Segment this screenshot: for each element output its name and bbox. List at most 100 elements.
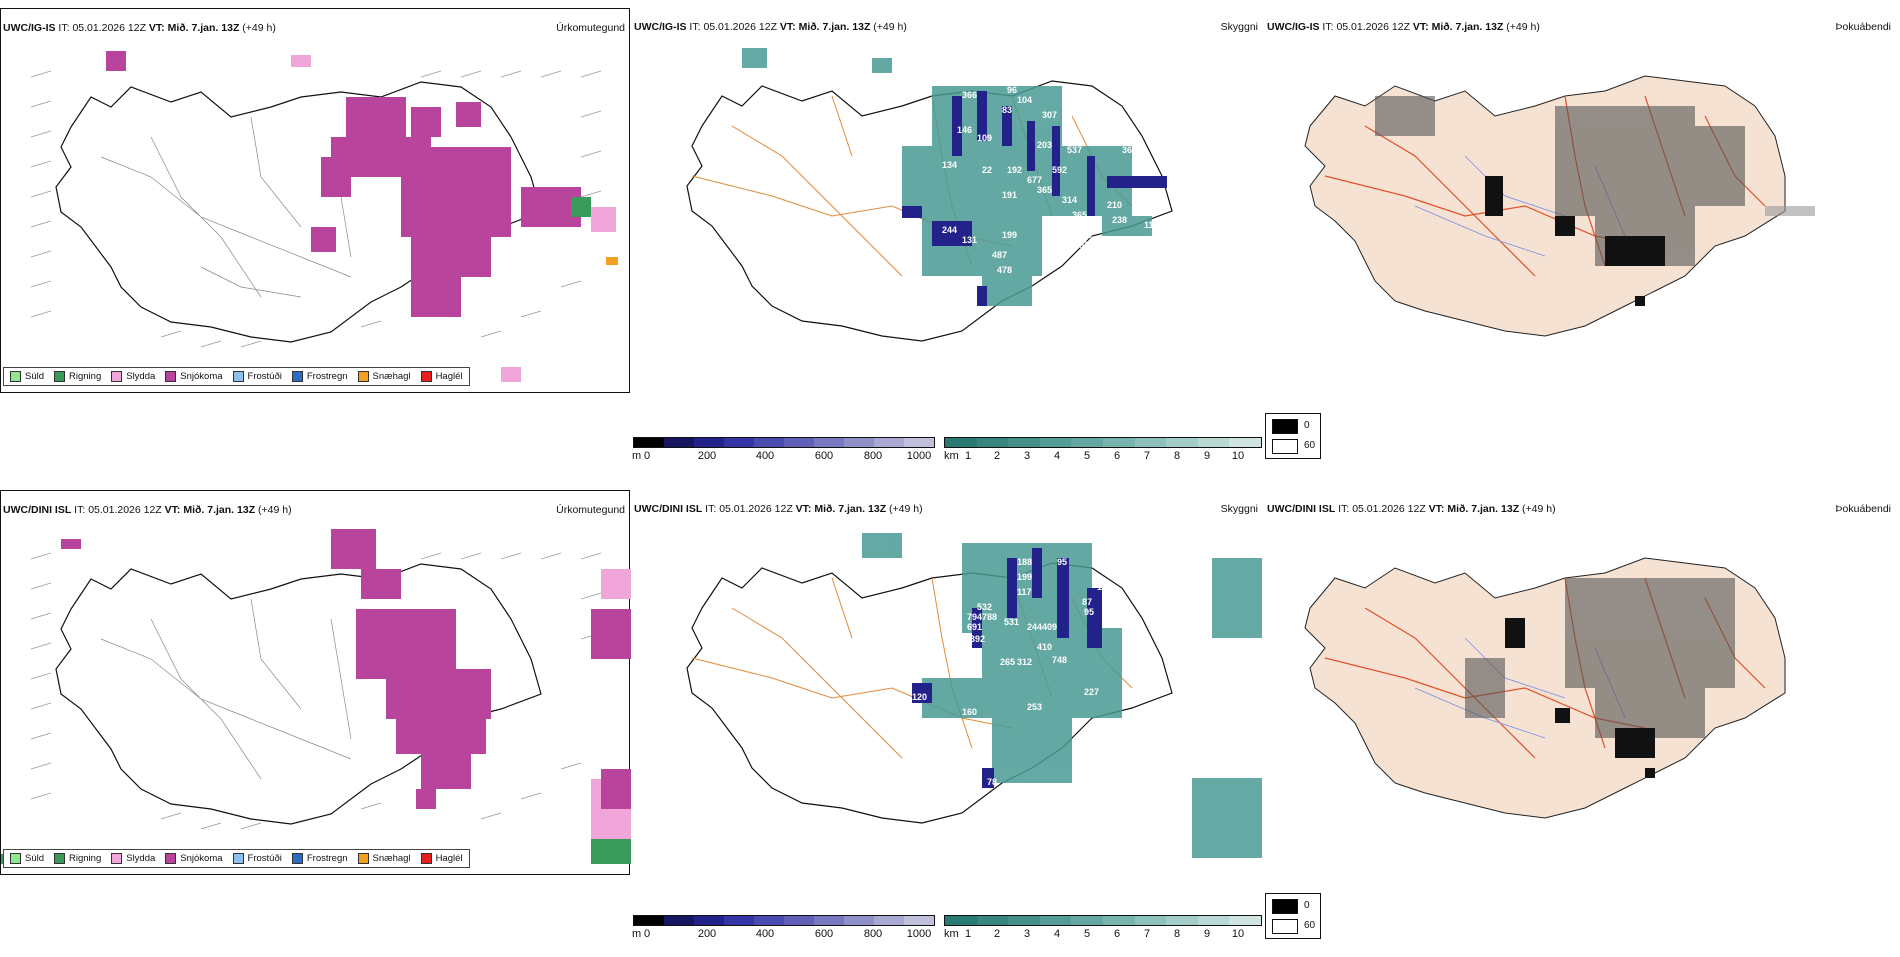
init-time: 05.01.2026 12Z (88, 504, 162, 516)
cloud-base-label: 227 (1084, 687, 1099, 697)
cloud-base-label: 96 (1007, 85, 1017, 95)
cloud-base-label: 117 (1144, 220, 1159, 230)
cloud-base-label: 120 (912, 692, 927, 702)
fog-swatch-dark (1272, 899, 1298, 914)
vt-label: VT: (1412, 21, 1429, 33)
legend-item: Frostúði (232, 371, 282, 382)
visibility-colorbar: km 1 2 3 4 5 6 7 8 9 10 (944, 437, 1262, 479)
panel-title: Úrkomutegund (556, 504, 625, 516)
cloud-base-label: 478 (997, 265, 1012, 275)
cloud-base-label: 532 (977, 602, 992, 612)
legend-item: Snjókoma (165, 371, 223, 382)
legend-item: Frostregn (291, 853, 348, 864)
legend-swatch (232, 371, 244, 382)
legend-item: Snæhagl (357, 853, 411, 864)
cloud-base-label: 153 (1097, 582, 1112, 592)
cloud-base-label: 392 (970, 634, 985, 644)
precip-type-panel: UWC/IG-IS IT: 05.01.2026 12Z VT: Mið. 7.… (0, 8, 630, 393)
init-time: 05.01.2026 12Z (1352, 503, 1426, 515)
colorbar-scale (633, 915, 935, 926)
fog-legend: 0 60 (1265, 413, 1321, 459)
cloud-base-label: 78 (987, 777, 997, 787)
colorbar-ticks: m 0 200 400 600 800 1000 (632, 450, 932, 462)
cloud-base-label: 199 (1017, 572, 1032, 582)
vt-label: VT: (1428, 503, 1445, 515)
precip-type-map (30, 51, 618, 382)
lead-time: (+49 h) (889, 503, 923, 515)
legend-item: Frostúði (232, 853, 282, 864)
cloud-base-label: 410 (1037, 642, 1052, 652)
cloud-base-label: 199 (1002, 230, 1017, 240)
vt-label: VT: (795, 503, 812, 515)
legend-swatch (54, 371, 66, 382)
it-label: IT: (58, 22, 70, 34)
colorbar-ticks: km 1 2 3 4 5 6 7 8 9 10 (944, 928, 1245, 940)
legend-item: Snæhagl (357, 371, 411, 382)
legend-swatch (420, 853, 432, 864)
fog-index-panel: UWC/IG-IS IT: 05.01.2026 12Z VT: Mið. 7.… (1265, 8, 1895, 393)
cloud-base-label: 203 (1037, 140, 1052, 150)
cloud-base-colorbar: m 0 200 400 600 800 1000 (632, 915, 935, 957)
legend-swatch (357, 853, 369, 864)
init-time: 05.01.2026 12Z (719, 503, 793, 515)
legend-swatch (165, 853, 177, 864)
legend-item: Slydda (111, 853, 155, 864)
cloud-base-label: 109 (977, 133, 992, 143)
cloud-base-label: 36 (1122, 145, 1132, 155)
cloud-base-label: 788 (982, 612, 997, 622)
cloud-base-colorbar: m 0 200 400 600 800 1000 (632, 437, 935, 479)
colorbar-scale (944, 915, 1262, 926)
legend-item: Rigning (54, 853, 101, 864)
colorbar-scale (633, 437, 935, 448)
panel-header: UWC/DINI ISL IT: 05.01.2026 12Z VT: Mið.… (634, 503, 923, 515)
cloud-base-label: 314 (1062, 195, 1077, 205)
init-time: 05.01.2026 12Z (703, 21, 777, 33)
fog-swatch-light (1272, 439, 1298, 454)
cloud-base-label: 592 (1052, 165, 1067, 175)
cloud-base-label: 748 (1052, 655, 1067, 665)
legend-swatch (232, 853, 244, 864)
legend-item: Rigning (54, 371, 101, 382)
legend-swatch (420, 371, 432, 382)
cloud-base-label: 188 (1017, 557, 1032, 567)
model-name: UWC/DINI ISL (3, 504, 72, 516)
panel-header: UWC/DINI ISL IT: 05.01.2026 12Z VT: Mið.… (3, 504, 292, 516)
legend-item: Frostregn (291, 371, 348, 382)
cloud-base-label: 366 (962, 90, 977, 100)
fog-swatch-dark (1272, 419, 1298, 434)
valid-time: Mið. 7.jan. 13Z (798, 21, 871, 33)
cloud-base-label: 131 (962, 235, 977, 245)
model-name: UWC/IG-IS (3, 22, 56, 34)
cloud-base-label: 409 (1042, 622, 1057, 632)
lead-time: (+49 h) (873, 21, 907, 33)
cloud-base-label: 192 (1007, 165, 1022, 175)
panel-header: UWC/IG-IS IT: 05.01.2026 12Z VT: Mið. 7.… (3, 22, 276, 34)
valid-time: Mið. 7.jan. 13Z (167, 22, 240, 34)
cloud-base-label: 91 (1079, 240, 1089, 250)
forecast-row-dini: UWC/DINI ISL IT: 05.01.2026 12Z VT: Mið.… (0, 490, 1900, 875)
cloud-base-label: 134 (942, 160, 957, 170)
lead-time: (+49 h) (242, 22, 276, 34)
cloud-base-label: 307 (1042, 110, 1057, 120)
legend-swatch (291, 371, 303, 382)
colorbar-ticks: m 0 200 400 600 800 1000 (632, 928, 932, 940)
it-label: IT: (689, 21, 701, 33)
legend-swatch (291, 853, 303, 864)
vt-label: VT: (164, 504, 181, 516)
cloud-base-label: 677 (1027, 175, 1042, 185)
precip-type-map (1, 529, 631, 864)
vt-label: VT: (779, 21, 796, 33)
ceiling-visibility-map: 188 95 199 117 153 87 532 95 794 788 691… (686, 533, 1262, 858)
colorbar-scale (944, 437, 1262, 448)
legend-swatch (111, 853, 123, 864)
cloud-base-label: 238 (1112, 215, 1127, 225)
ceiling-visibility-map: 366 96 104 83 307 146 109 203 537 134 22… (686, 48, 1173, 342)
cloud-base-label: 95 (1084, 607, 1094, 617)
panel-title: Þokuábendi (1835, 503, 1891, 515)
cloud-base-label: 146 (957, 125, 972, 135)
legend-item: Súld (10, 853, 44, 864)
init-time: 05.01.2026 12Z (1336, 21, 1410, 33)
fog-index-map (1304, 557, 1786, 819)
precip-type-legend: Súld Rigning Slydda Snjókoma Frostúði Fr… (3, 367, 470, 386)
cloud-base-label: 487 (992, 250, 1007, 260)
